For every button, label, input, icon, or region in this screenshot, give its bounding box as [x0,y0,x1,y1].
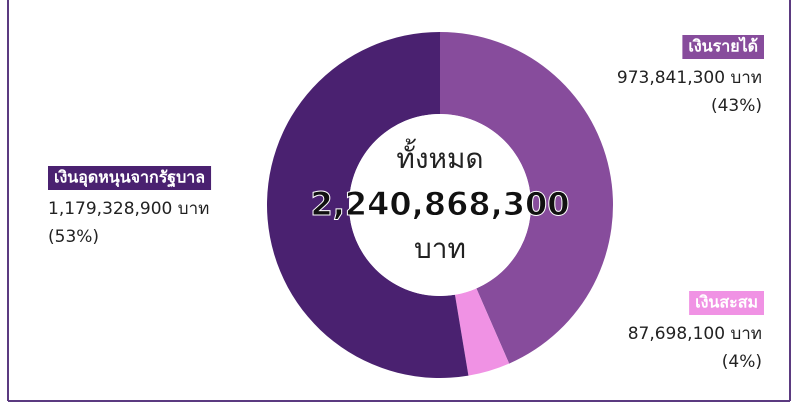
center-title: ทั้งหมด [396,138,483,175]
category-tag-bg [682,35,764,59]
value-label: 973,841,300 บาท [617,68,762,88]
category-tag: เงินรายได้ [688,37,758,56]
center-total: 2,240,868,300 [310,185,569,223]
category-tag-bg [48,166,212,190]
value-label: 87,698,100 บาท [628,324,762,344]
donut [266,32,614,378]
category-tag: เงินสะสม [695,293,758,312]
percent-label: (43%) [711,96,762,116]
center-unit: บาท [414,232,466,265]
percent-label: (4%) [722,352,762,372]
donut-slice [454,288,510,376]
value-label: 1,179,328,900 บาท [48,199,209,219]
donut-slice [440,32,614,364]
donut-hole [349,114,531,296]
category-tag: เงินอุดหนุนจากรัฐบาล [54,168,205,188]
donut-slice [266,32,469,378]
category-tag-bg [689,291,764,315]
percent-label: (53%) [48,227,99,247]
